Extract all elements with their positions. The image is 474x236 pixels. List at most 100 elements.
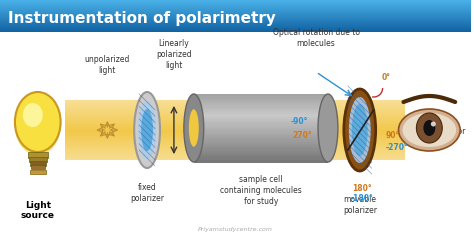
Bar — [0, 20, 471, 21]
Text: 90°: 90° — [386, 131, 400, 139]
Bar — [0, 14, 471, 15]
Bar — [64, 112, 405, 114]
Bar — [0, 5, 471, 6]
Ellipse shape — [15, 95, 61, 155]
Bar — [64, 131, 405, 133]
Ellipse shape — [15, 95, 61, 155]
Ellipse shape — [15, 95, 61, 155]
Bar — [194, 151, 328, 153]
Ellipse shape — [15, 95, 61, 155]
Bar — [64, 127, 405, 128]
Bar — [0, 0, 471, 1]
Bar — [0, 10, 471, 11]
Ellipse shape — [141, 109, 153, 151]
Bar — [64, 106, 405, 108]
Bar — [0, 16, 471, 17]
Bar — [64, 149, 405, 151]
Ellipse shape — [402, 113, 456, 147]
Bar — [0, 6, 471, 7]
Bar — [194, 103, 328, 106]
Bar — [0, 8, 471, 9]
Bar — [64, 110, 405, 112]
Ellipse shape — [184, 94, 204, 162]
Ellipse shape — [15, 95, 61, 155]
Bar — [64, 140, 405, 142]
Bar — [0, 22, 471, 23]
Text: Optical rotation due to
molecules: Optical rotation due to molecules — [273, 28, 360, 48]
Bar — [0, 29, 471, 30]
Bar — [64, 100, 405, 101]
Bar — [64, 139, 405, 140]
Bar — [0, 4, 471, 5]
Bar — [64, 152, 405, 154]
Ellipse shape — [15, 95, 61, 155]
Bar — [0, 11, 471, 12]
Bar — [194, 142, 328, 144]
Bar — [194, 110, 328, 113]
Bar — [194, 94, 328, 97]
Bar — [194, 119, 328, 122]
Bar — [194, 135, 328, 138]
Ellipse shape — [15, 92, 61, 152]
Bar — [0, 27, 471, 28]
Text: Light
source: Light source — [21, 201, 55, 220]
Bar — [0, 31, 471, 32]
Ellipse shape — [344, 89, 376, 171]
Bar — [194, 137, 328, 140]
Text: 270°: 270° — [292, 131, 312, 140]
Bar — [0, 3, 471, 4]
Bar — [64, 159, 405, 160]
Bar — [64, 130, 405, 131]
Bar — [64, 109, 405, 110]
Bar — [64, 114, 405, 115]
Text: unpolarized
light: unpolarized light — [85, 55, 130, 75]
Bar — [194, 114, 328, 117]
Text: Instrumentation of polarimetry: Instrumentation of polarimetry — [8, 12, 276, 26]
Bar — [64, 156, 405, 157]
Bar — [194, 160, 328, 163]
Ellipse shape — [423, 120, 435, 136]
Bar — [194, 126, 328, 128]
Ellipse shape — [15, 95, 61, 155]
Bar — [64, 122, 405, 124]
Bar — [0, 9, 471, 10]
Bar — [64, 118, 405, 119]
Bar — [64, 151, 405, 152]
Ellipse shape — [15, 95, 61, 155]
Bar — [194, 144, 328, 147]
Ellipse shape — [15, 95, 61, 155]
Bar — [64, 133, 405, 135]
Bar — [0, 28, 471, 29]
Bar — [0, 2, 471, 3]
Bar — [194, 108, 328, 110]
Text: sample cell
containing molecules
for study: sample cell containing molecules for stu… — [220, 175, 302, 206]
Ellipse shape — [15, 95, 61, 155]
Text: -270°: -270° — [386, 143, 409, 152]
Bar — [0, 18, 471, 19]
Ellipse shape — [15, 95, 61, 155]
Bar — [194, 155, 328, 158]
Ellipse shape — [15, 95, 61, 155]
Text: movable
polarizer: movable polarizer — [343, 195, 377, 215]
Bar — [0, 24, 471, 25]
Ellipse shape — [15, 95, 61, 155]
Bar — [30, 161, 46, 166]
Bar — [30, 170, 46, 174]
Bar — [29, 157, 47, 162]
Bar — [194, 130, 328, 133]
Ellipse shape — [189, 109, 199, 147]
Text: Priyamstudycentre.com: Priyamstudycentre.com — [198, 228, 273, 232]
Bar — [64, 135, 405, 136]
Bar — [28, 152, 48, 158]
Bar — [64, 108, 405, 109]
Bar — [0, 7, 471, 8]
Bar — [64, 101, 405, 103]
Bar — [194, 146, 328, 149]
Text: 0°: 0° — [382, 73, 391, 83]
Ellipse shape — [318, 94, 338, 162]
Bar — [64, 138, 405, 139]
Ellipse shape — [15, 95, 61, 155]
Bar — [194, 123, 328, 126]
Text: Linearly
polarized
light: Linearly polarized light — [156, 39, 191, 70]
Bar — [194, 157, 328, 160]
